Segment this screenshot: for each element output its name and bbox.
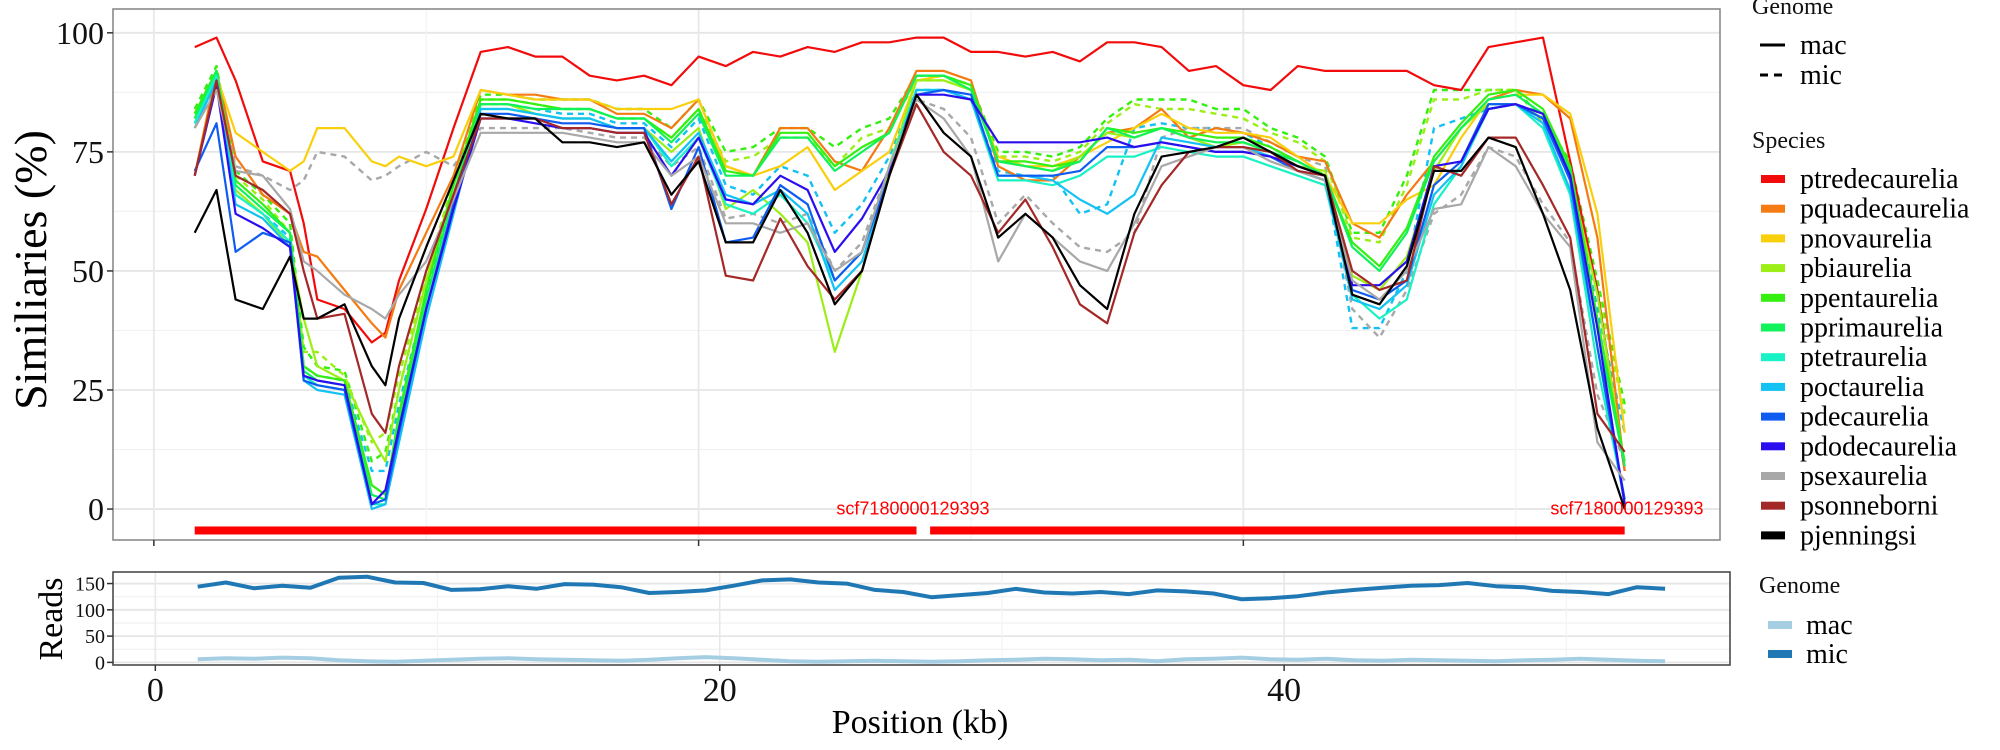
legend-swatch-ppentaurelia: [1761, 293, 1785, 302]
contig-bar: [194, 526, 917, 535]
legend-swatch-reads-mic: [1768, 650, 1792, 658]
contig-label: scf7180000129393: [836, 498, 989, 518]
series-line-pdecaurelia-mac: [193, 88, 1626, 506]
contig-track: scf7180000129393 scf7180000129393: [194, 498, 1704, 535]
legend-label-reads-mic: mic: [1806, 639, 1848, 670]
legend-label-pdecaurelia: pdecaurelia: [1800, 402, 1930, 433]
similarity-panel: scf7180000129393 scf7180000129393 0 25 50 75…: [5, 8, 1721, 546]
legend-swatch-psexaurelia: [1761, 472, 1785, 480]
legend-label-ptredecaurelia: ptredecaurelia: [1800, 164, 1959, 195]
legend-swatch-pquadecaurelia: [1761, 204, 1785, 213]
legend-swatch-poctaurelia: [1761, 382, 1785, 391]
reads-y-axis-title: Reads: [33, 577, 70, 660]
legend-swatch-reads-mac: [1768, 621, 1792, 629]
similarity-lines: [193, 36, 1626, 511]
reads-panel-border: [112, 571, 1731, 666]
x-tick-label: 20: [703, 672, 737, 709]
series-line-pdodecaurelia-mac: [193, 84, 1626, 506]
legend-label-pjenningsi: pjenningsi: [1800, 520, 1917, 551]
legend-swatch-pdecaurelia: [1761, 412, 1785, 421]
legend-swatch-ptredecaurelia: [1761, 175, 1785, 183]
similarity-x-axis: [153, 540, 1245, 546]
contig-label: scf7180000129393: [1550, 498, 1703, 518]
legend-label-pdodecaurelia: pdodecaurelia: [1800, 431, 1958, 462]
series-line-ppentaurelia-mic: [193, 64, 1626, 463]
series-line-poctaurelia-mic: [193, 74, 1626, 473]
reads-legend-title: Genome: [1759, 573, 1840, 599]
legend-label-psonneborni: psonneborni: [1800, 491, 1939, 522]
legend-label-poctaurelia: poctaurelia: [1800, 372, 1925, 403]
reads-lines: [197, 574, 1666, 664]
reads-x-axis: 0 20 40: [147, 665, 1301, 709]
species-legend: Species ptredecaureliapquadecaureliapnov…: [1752, 128, 1970, 551]
legend-swatch-pbiaurelia: [1761, 264, 1785, 273]
y-tick-label: 25: [72, 372, 104, 408]
similarity-panel-border: [112, 8, 1721, 541]
y-tick-label: 75: [72, 134, 104, 170]
legend-label-mic: mic: [1800, 60, 1842, 91]
legend-label-pprimaurelia: pprimaurelia: [1800, 313, 1944, 344]
reads-line-mic: [197, 574, 1666, 602]
series-line-psexaurelia-mic: [193, 79, 1626, 462]
legend-swatch-ptetraurelia: [1761, 353, 1785, 362]
series-line-pquadecaurelia-mac: [193, 69, 1626, 472]
series-line-pjenningsi-mac: [193, 93, 1626, 510]
similarity-y-axis: 0 25 50 75 100: [56, 15, 113, 527]
legend-label-pquadecaurelia: pquadecaurelia: [1800, 194, 1970, 225]
legend-label-ptetraurelia: ptetraurelia: [1800, 342, 1928, 373]
x-tick-label: 40: [1267, 672, 1301, 709]
legend-swatch-psonneborni: [1761, 501, 1785, 510]
similarity-panel-background: [113, 9, 1720, 540]
legend-swatch-pprimaurelia: [1761, 323, 1785, 332]
y-tick-label: 50: [72, 253, 104, 289]
y-tick-label: 0: [88, 491, 104, 527]
contig-bar: [930, 526, 1625, 535]
x-axis-title: Position (kb): [832, 704, 1009, 741]
reads-y-axis: 0 50 100 150: [75, 574, 113, 674]
legend-swatch-pdodecaurelia: [1761, 442, 1785, 451]
legend-swatch-pjenningsi: [1761, 531, 1785, 540]
legend-label-pbiaurelia: pbiaurelia: [1800, 253, 1913, 284]
legend-label-pnovaurelia: pnovaurelia: [1800, 223, 1933, 254]
y-tick-label: 50: [85, 626, 105, 648]
series-line-poctaurelia-mac: [193, 79, 1626, 511]
legend-label-ppentaurelia: ppentaurelia: [1800, 283, 1939, 314]
series-line-ptredecaurelia-mac: [194, 36, 1626, 472]
legend-label-psexaurelia: psexaurelia: [1800, 461, 1928, 492]
series-line-pnovaurelia-mac: [193, 74, 1626, 433]
y-tick-label: 150: [75, 574, 105, 596]
y-tick-label: 0: [95, 652, 105, 674]
species-legend-title: Species: [1752, 128, 1825, 154]
similarity-y-axis-title: Similiaries (%): [5, 130, 56, 410]
y-tick-label: 100: [75, 600, 105, 622]
genome-legend-title: Genome: [1752, 0, 1833, 20]
x-tick-label: 0: [147, 672, 164, 709]
reads-line-mac: [197, 655, 1666, 664]
legend-swatch-pnovaurelia: [1761, 234, 1785, 243]
legend-label-mac: mac: [1800, 30, 1847, 61]
legend-label-reads-mac: mac: [1806, 610, 1853, 641]
reads-panel: 0 50 100 150 0 20 40 Reads Position (kb): [33, 571, 1731, 741]
series-line-psexaurelia-mac: [193, 88, 1626, 482]
y-tick-label: 100: [56, 15, 104, 51]
